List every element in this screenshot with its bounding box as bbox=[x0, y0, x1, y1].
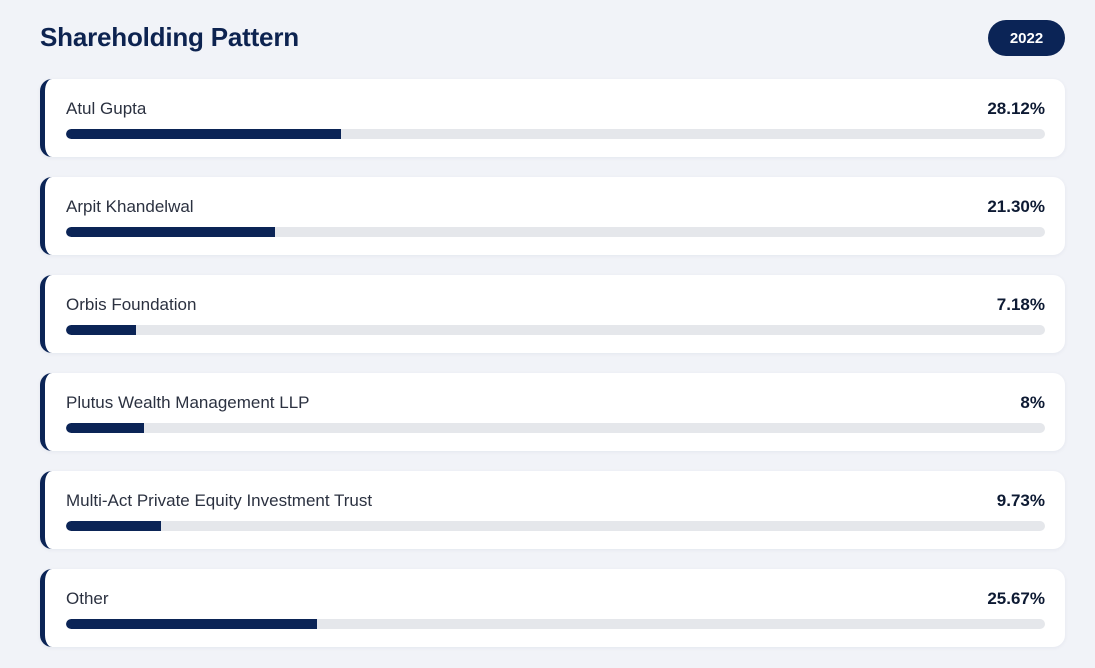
progress-fill bbox=[66, 129, 342, 139]
page-title: Shareholding Pattern bbox=[40, 22, 299, 52]
progress-fill bbox=[66, 227, 275, 237]
progress-track bbox=[66, 423, 1045, 433]
shareholder-card: Other 25.67% bbox=[40, 569, 1065, 647]
progress-track bbox=[66, 325, 1045, 335]
shareholder-percent: 28.12% bbox=[987, 99, 1045, 118]
year-selector-button[interactable]: 2022 bbox=[988, 20, 1065, 56]
shareholder-card: Orbis Foundation 7.18% bbox=[40, 275, 1065, 353]
shareholder-name: Arpit Khandelwal bbox=[66, 197, 194, 216]
shareholder-percent: 7.18% bbox=[996, 295, 1045, 314]
shareholder-card: Arpit Khandelwal 21.30% bbox=[40, 177, 1065, 255]
shareholder-name: Other bbox=[66, 589, 109, 608]
section-header: Shareholding Pattern 2022 bbox=[40, 0, 1065, 79]
progress-track bbox=[66, 227, 1045, 237]
progress-fill bbox=[66, 423, 145, 433]
shareholder-list: Atul Gupta 28.12% Arpit Khandelwal 21.30… bbox=[40, 79, 1065, 667]
shareholder-card: Plutus Wealth Management LLP 8% bbox=[40, 373, 1065, 451]
progress-track bbox=[66, 129, 1045, 139]
shareholder-card: Multi-Act Private Equity Investment Trus… bbox=[40, 471, 1065, 549]
shareholder-percent: 9.73% bbox=[996, 491, 1045, 510]
shareholder-percent: 21.30% bbox=[987, 197, 1045, 216]
progress-fill bbox=[66, 325, 137, 335]
shareholder-percent: 25.67% bbox=[987, 589, 1045, 608]
shareholder-card: Atul Gupta 28.12% bbox=[40, 79, 1065, 157]
shareholder-name: Atul Gupta bbox=[66, 99, 147, 118]
shareholder-name: Plutus Wealth Management LLP bbox=[66, 393, 310, 412]
shareholder-name: Orbis Foundation bbox=[66, 295, 197, 314]
shareholder-name: Multi-Act Private Equity Investment Trus… bbox=[66, 491, 373, 510]
shareholder-percent: 8% bbox=[1020, 393, 1045, 412]
progress-track bbox=[66, 619, 1045, 629]
progress-fill bbox=[66, 619, 318, 629]
progress-track bbox=[66, 521, 1045, 531]
progress-fill bbox=[66, 521, 162, 531]
